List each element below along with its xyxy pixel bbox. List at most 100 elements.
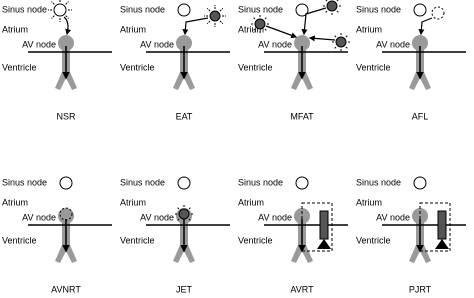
ray — [206, 20, 211, 25]
bundle-branches — [291, 72, 313, 90]
ray — [219, 20, 224, 25]
rhythm-label: MFAT — [290, 111, 314, 121]
conduction-arrow — [301, 7, 327, 36]
sinus-node-label: Sinus node — [356, 177, 401, 187]
ventricle-label: Ventricle — [238, 62, 273, 72]
ray — [264, 28, 268, 32]
ectopic-focus — [209, 10, 221, 22]
sinus-node — [53, 3, 67, 17]
rhythm-label: AVRT — [290, 284, 314, 294]
sinus-node-label: Sinus node — [2, 4, 47, 14]
ray — [252, 16, 256, 20]
ray — [336, 10, 340, 14]
bundle-branches — [55, 245, 77, 263]
ventricle-label: Ventricle — [356, 62, 391, 72]
av-node — [412, 35, 428, 51]
atrium-label: Atrium — [356, 24, 382, 34]
ray — [333, 46, 337, 50]
av-node — [58, 35, 74, 51]
av-node — [176, 35, 192, 51]
sinus-node-label: Sinus node — [238, 4, 283, 14]
bundle-branches — [55, 72, 77, 90]
atrium-label: Atrium — [2, 24, 28, 34]
ray — [345, 34, 349, 38]
ectopic-focus — [326, 0, 338, 12]
atrium-label: Atrium — [120, 197, 146, 207]
av-node-label: AV node — [258, 212, 292, 222]
conduction-arrow — [63, 16, 72, 36]
pathway-arrowhead — [435, 239, 449, 249]
ray — [345, 46, 349, 50]
ray — [333, 34, 337, 38]
rhythm-label: AVNRT — [51, 284, 81, 294]
ray — [188, 206, 192, 210]
accessory-pathway — [319, 210, 329, 240]
ray — [188, 218, 192, 222]
junctional-focus — [178, 208, 190, 220]
sinus-node — [295, 3, 309, 17]
sinus-node-label: Sinus node — [120, 177, 165, 187]
ventricle-label: Ventricle — [120, 235, 155, 245]
ventricle-label: Ventricle — [120, 62, 155, 72]
bundle-branches — [291, 245, 313, 263]
accessory-pathway — [437, 210, 447, 240]
ventricle-label: Ventricle — [2, 235, 37, 245]
sinus-node-label: Sinus node — [356, 4, 401, 14]
ray — [219, 7, 224, 12]
sinus-node — [413, 176, 427, 190]
atrium-label: Atrium — [2, 197, 28, 207]
atrium-label: Atrium — [356, 197, 382, 207]
av-node-label: AV node — [22, 212, 56, 222]
ectopic-focus — [335, 36, 347, 48]
sinus-node-label: Sinus node — [120, 4, 165, 14]
rhythm-label: NSR — [56, 111, 76, 121]
ray — [336, 0, 339, 2]
rhythm-label: PJRT — [409, 284, 432, 294]
sinus-node — [295, 176, 309, 190]
sinus-node — [177, 176, 191, 190]
av-node-label: AV node — [258, 39, 292, 49]
conduction-arrow — [418, 17, 433, 36]
ray — [51, 1, 55, 5]
av-node-label: AV node — [376, 212, 410, 222]
ray — [264, 16, 268, 20]
bundle-branches — [173, 72, 195, 90]
atrium-label: Atrium — [120, 24, 146, 34]
flutter-circuit — [431, 6, 445, 20]
ray — [176, 206, 180, 210]
reentry-circuit — [59, 207, 73, 221]
atrium-label: Atrium — [238, 24, 264, 34]
ray — [176, 218, 180, 222]
av-node-label: AV node — [22, 39, 56, 49]
conduction-arrow — [182, 17, 209, 36]
conduction-arrow — [265, 25, 298, 39]
rhythm-label: AFL — [412, 111, 429, 121]
sinus-node-label: Sinus node — [238, 177, 283, 187]
av-node-label: AV node — [140, 39, 174, 49]
bundle-branches — [173, 245, 195, 263]
ray — [65, 15, 69, 19]
reentry-loop — [301, 202, 333, 252]
reentry-loop — [419, 202, 451, 252]
ray — [325, 0, 328, 2]
av-node-label: AV node — [140, 212, 174, 222]
av-node — [58, 208, 74, 224]
sinus-node — [413, 3, 427, 17]
ray — [252, 28, 256, 32]
sinus-node-label: Sinus node — [2, 177, 47, 187]
ray — [206, 7, 211, 12]
ray — [65, 1, 69, 5]
rhythm-label: EAT — [176, 111, 193, 121]
bundle-branches — [409, 245, 431, 263]
ray — [51, 15, 55, 19]
ventricle-label: Ventricle — [356, 235, 391, 245]
sinus-node — [177, 3, 191, 17]
av-node — [294, 35, 310, 51]
sinus-node — [59, 176, 73, 190]
av-node-label: AV node — [376, 39, 410, 49]
bundle-branches — [409, 72, 431, 90]
rhythm-label: JET — [176, 284, 193, 294]
pathway-arrowhead — [317, 239, 331, 249]
ray — [324, 10, 328, 14]
